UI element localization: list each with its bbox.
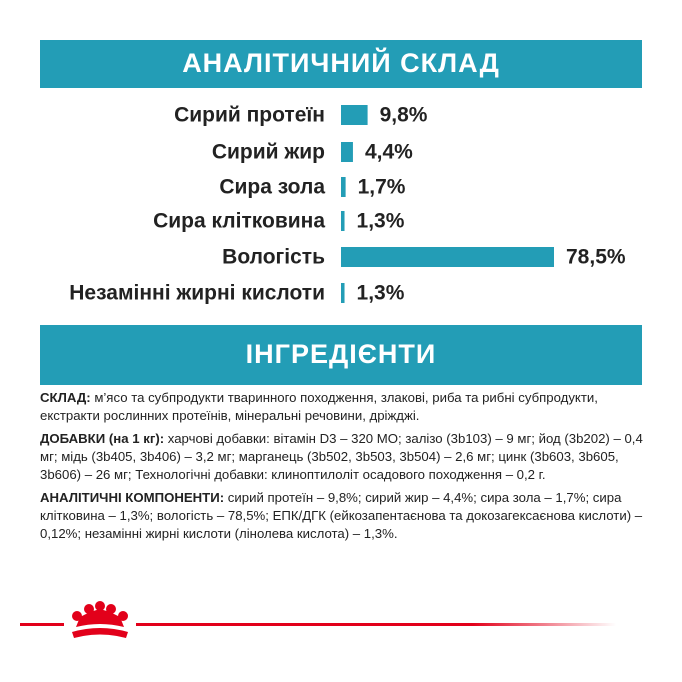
bar (341, 211, 345, 231)
ingredient-paragraph: АНАЛІТИЧНІ КОМПОНЕНТИ: сирий протеїн – 9… (40, 489, 644, 543)
crown (72, 601, 128, 638)
paragraph-label: СКЛАД: (40, 390, 91, 405)
category-label: Сира зола (219, 176, 325, 199)
chart-title: АНАЛІТИЧНИЙ СКЛАД (182, 47, 500, 78)
footer-line (136, 623, 616, 626)
paragraph-text: сирий протеїн – 9,8%; сирий жир – 4,4%; … (40, 490, 643, 541)
value-label: 9,8% (380, 104, 428, 127)
category-label: Вологість (222, 246, 325, 269)
paragraph-label: АНАЛІТИЧНІ КОМПОНЕНТИ: (40, 490, 225, 505)
paragraph-text: м’ясо та субпродукти тваринного походжен… (40, 390, 598, 423)
category-label: Сирий жир (212, 141, 325, 164)
value-label: 4,4% (365, 141, 413, 164)
bar (341, 177, 346, 197)
category-label: Сирий протеїн (174, 104, 325, 127)
ingredients-banner (40, 325, 642, 385)
category-label: Сира клітковина (153, 210, 325, 233)
bar (341, 105, 368, 125)
footer-logo (20, 601, 616, 638)
paragraph-label: ДОБАВКИ (на 1 кг): (40, 431, 165, 446)
bar (341, 247, 554, 267)
title-banner (40, 40, 642, 88)
value-label: 1,7% (358, 176, 406, 199)
bar (341, 283, 345, 303)
category-label: Незамінні жирні кислоти (69, 282, 325, 305)
value-label: 78,5% (566, 246, 626, 269)
paragraph-text: харчові добавки: вітамін D3 – 320 МО; за… (40, 431, 643, 482)
ingredient-paragraph: ДОБАВКИ (на 1 кг): харчові добавки: віта… (40, 430, 644, 484)
footer-line (20, 623, 64, 626)
ingredients-title: ІНГРЕДІЄНТИ (246, 339, 437, 369)
value-label: 1,3% (357, 282, 405, 305)
bar (341, 142, 353, 162)
ingredient-paragraph: СКЛАД: м’ясо та субпродукти тваринного п… (40, 389, 644, 425)
ingredients-text: СКЛАД: м’ясо та субпродукти тваринного п… (40, 389, 644, 548)
value-label: 1,3% (357, 210, 405, 233)
